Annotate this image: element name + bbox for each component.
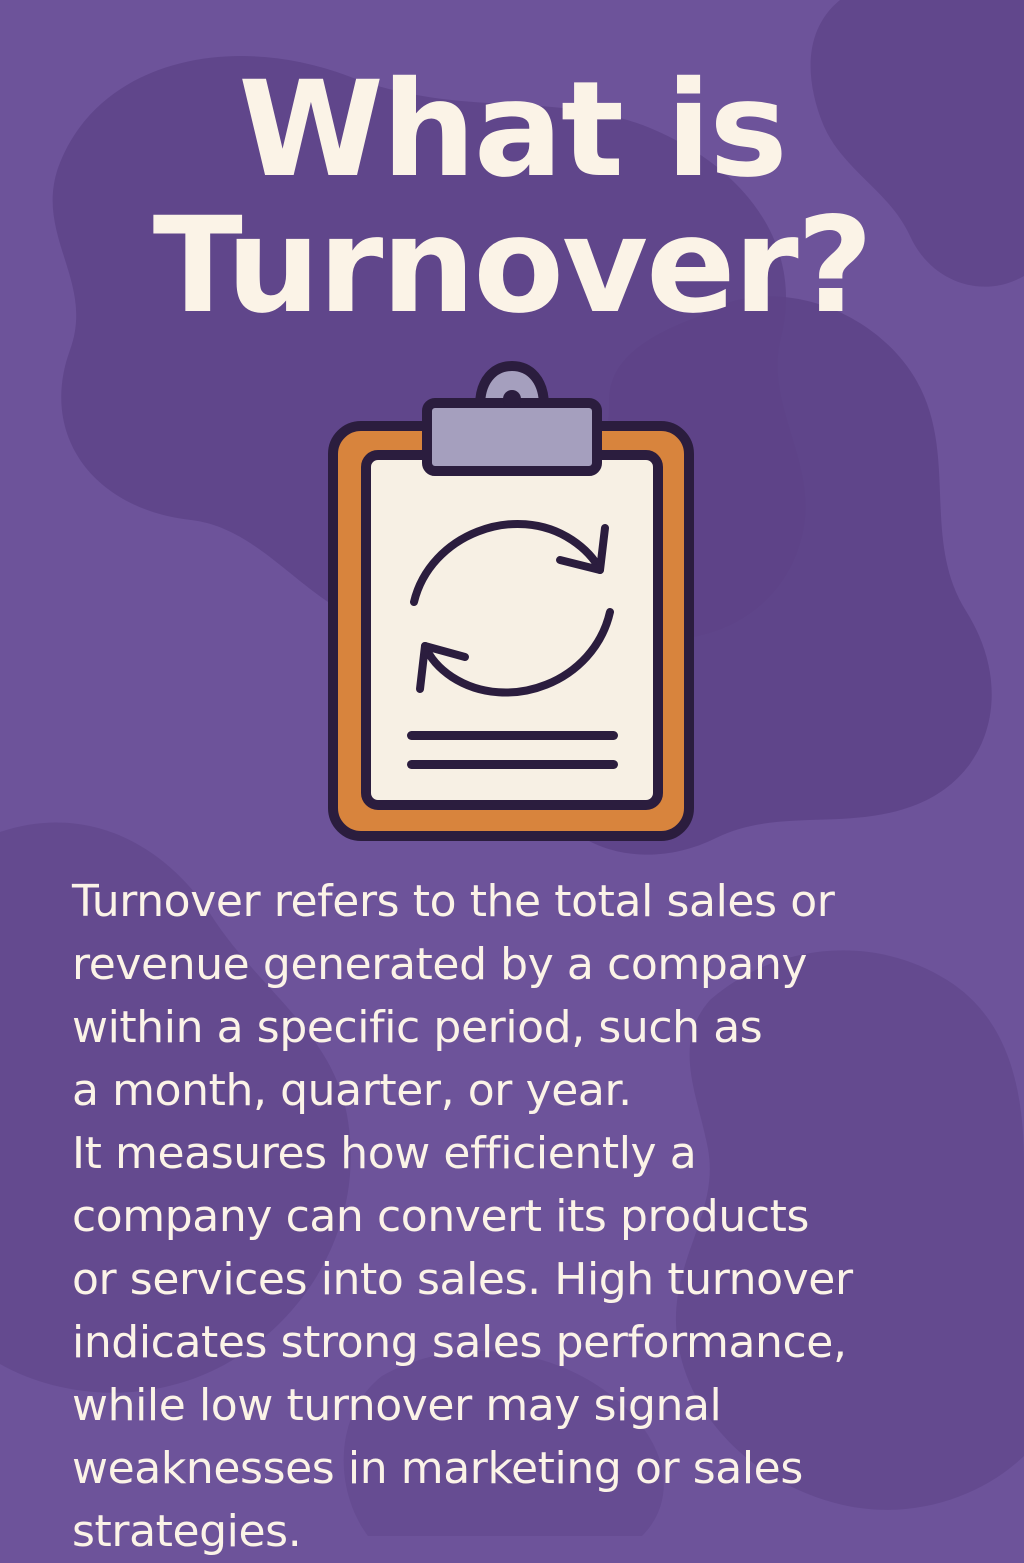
description-line: a month, quarter, or year. (72, 1065, 632, 1116)
background-blob-bottom-right (675, 950, 1024, 1510)
clipboard-clip-hole (503, 390, 521, 408)
description-line: indicates strong sales performance, (72, 1317, 847, 1368)
refresh-arrow-bottom (421, 608, 614, 697)
background-blob-top-right (810, 0, 1024, 287)
clipboard-text-line (407, 731, 618, 740)
description-line: Turnover refers to the total sales or (72, 876, 835, 927)
description-line: or services into sales. High turnover (72, 1254, 853, 1305)
description-line: weaknesses in marketing or sales (72, 1443, 803, 1494)
clipboard-text-line (407, 760, 618, 769)
title-line: What is (238, 53, 788, 207)
refresh-arrow-bottom-head (416, 642, 469, 693)
title-line: Turnover? (152, 189, 874, 343)
refresh-arrow-top (410, 520, 604, 606)
description-line: company can convert its products (72, 1191, 809, 1242)
description-line: while low turnover may signal (72, 1380, 722, 1431)
page-title: What is Turnover? (0, 62, 1024, 334)
description-line: It measures how efficiently a (72, 1128, 697, 1179)
clipboard-icon (328, 361, 694, 841)
clipboard-paper (361, 450, 663, 810)
background-blob-bottom-center (343, 1351, 664, 1536)
refresh-arrows-icon (410, 520, 614, 697)
turnover-description: Turnover refers to the total sales or re… (72, 870, 972, 1563)
background-blob-bottom-left (0, 822, 351, 1393)
description-line: revenue generated by a company (72, 939, 808, 990)
clipboard-clip (422, 398, 602, 476)
description-line: strategies. (72, 1506, 302, 1557)
description-line: within a specific period, such as (72, 1002, 763, 1053)
refresh-arrow-top-head (556, 524, 609, 574)
clipboard-clip-loop (475, 361, 549, 411)
